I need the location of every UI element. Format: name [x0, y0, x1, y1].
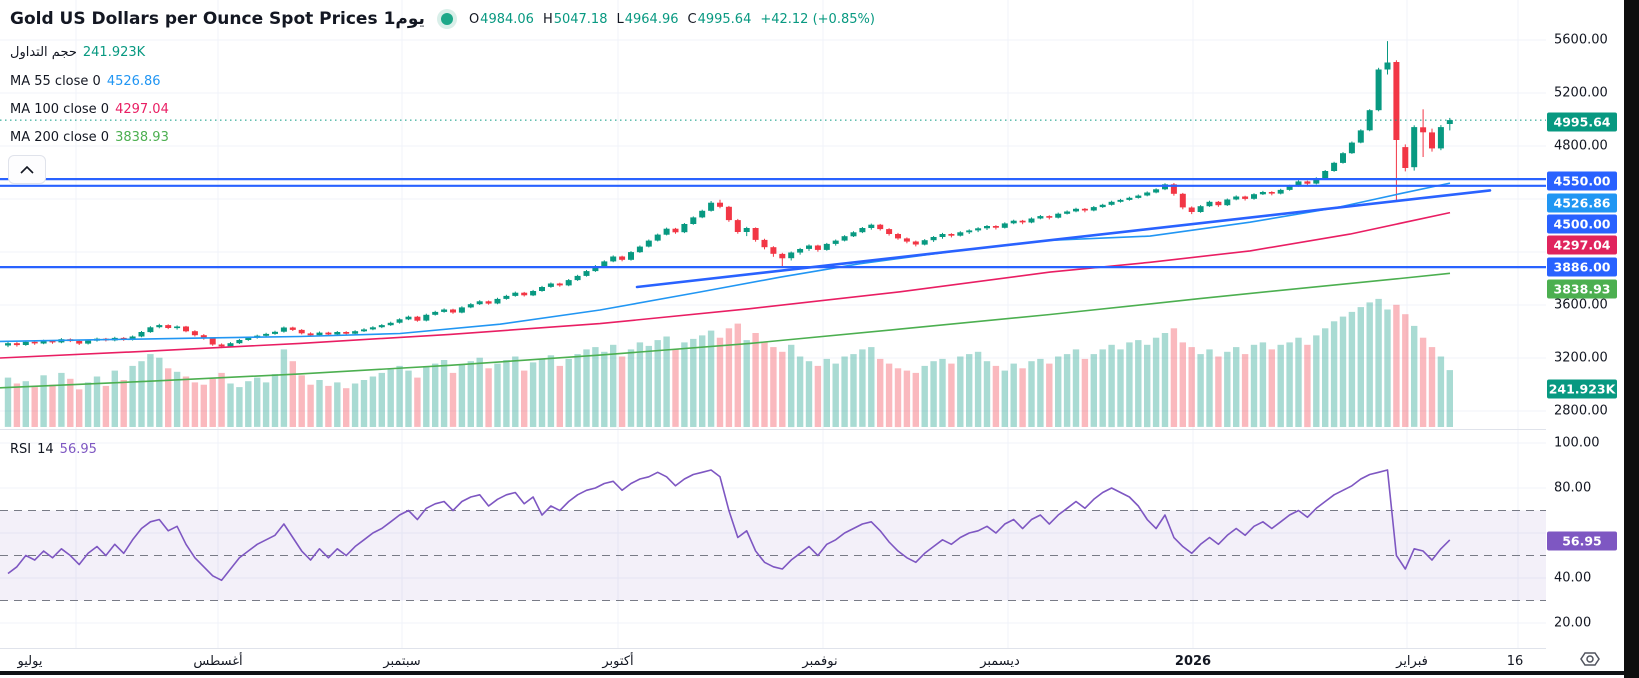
ma100-legend-row[interactable]: MA 100 close 0 4297.04: [10, 102, 169, 117]
price-badge: 4550.00: [1547, 171, 1617, 191]
symbol-title[interactable]: Gold US Dollars per Ounce Spot Prices: [10, 9, 378, 29]
price-axis[interactable]: 5600.00 5200.00 4800.00 3600.00 3200.00 2800.…: [1546, 0, 1624, 671]
price-axis-tick: 40.00: [1554, 570, 1592, 586]
price-badge: 4500.00: [1547, 214, 1617, 234]
pane-separator[interactable]: [0, 429, 1639, 430]
price-axis-tick: 4800.00: [1554, 138, 1608, 154]
price-axis-tick: 3200.00: [1554, 350, 1608, 366]
bottom-border: [0, 671, 1639, 675]
open-value: 4984.06: [480, 11, 534, 27]
ma200-value: 3838.93: [115, 130, 169, 145]
ma55-legend-row[interactable]: MA 55 close 0 4526.86: [10, 74, 161, 89]
right-edge-strip: [1624, 0, 1639, 678]
time-axis-label: 16: [1506, 654, 1524, 669]
rsi-value: 56.95: [59, 442, 97, 457]
price-badge: 241.923K: [1547, 379, 1617, 399]
price-axis-tick: 80.00: [1554, 480, 1592, 496]
ma200-label: MA 200 close 0: [10, 130, 110, 145]
rsi-length: 14: [37, 442, 54, 457]
time-axis-label: أغسطس: [193, 654, 243, 669]
axis-settings-icon[interactable]: [1576, 649, 1604, 673]
price-badge: 3838.93: [1547, 279, 1617, 299]
close-label: C: [687, 11, 697, 27]
chevron-up-icon: [20, 165, 34, 174]
time-axis-separator: [0, 648, 1639, 649]
symbol-header[interactable]: Gold US Dollars per Ounce Spot Prices 1ي…: [10, 9, 875, 29]
rsi-legend-row[interactable]: RSI 14 56.95: [10, 442, 97, 457]
price-badge: 4995.64: [1547, 112, 1617, 132]
price-axis-tick: 20.00: [1554, 615, 1592, 631]
collapse-legend-button[interactable]: [8, 155, 46, 184]
price-badge: 56.95: [1547, 531, 1617, 551]
time-axis-label: أكتوبر: [602, 654, 634, 669]
high-value: 5047.18: [553, 11, 608, 27]
market-status-icon: [440, 13, 453, 25]
time-axis-label: ديسمبر: [980, 654, 1020, 669]
volume-label: حجم التداول: [10, 45, 77, 60]
low-value: 4964.96: [624, 11, 679, 27]
ma100-label: MA 100 close 0: [10, 102, 110, 117]
volume-legend-row[interactable]: حجم التداول 241.923K: [10, 45, 145, 60]
ma55-label: MA 55 close 0: [10, 74, 101, 89]
price-axis-tick: 3600.00: [1554, 297, 1608, 313]
rsi-label: RSI: [10, 442, 32, 457]
open-label: O: [468, 11, 480, 27]
high-label: H: [542, 11, 553, 27]
price-axis-tick: 2800.00: [1554, 403, 1608, 419]
ma200-legend-row[interactable]: MA 200 close 0 3838.93: [10, 130, 169, 145]
time-axis-label: يوليو: [17, 654, 43, 669]
ma100-value: 4297.04: [115, 102, 169, 117]
price-badge: 4526.86: [1547, 193, 1617, 213]
price-axis-tick: 100.00: [1554, 435, 1600, 451]
price-badge: 4297.04: [1547, 235, 1617, 255]
time-axis-label: فبراير: [1396, 654, 1428, 669]
time-axis-label: نوفمبر: [802, 654, 838, 669]
price-axis-tick: 5200.00: [1554, 85, 1608, 101]
change-value: +42.12 (+0.85%): [760, 11, 875, 27]
price-badge: 3886.00: [1547, 257, 1617, 277]
ma55-value: 4526.86: [106, 74, 161, 89]
time-axis-label: 2026: [1174, 654, 1212, 669]
interval-label[interactable]: 1يوم: [383, 9, 425, 29]
volume-value: 241.923K: [82, 45, 146, 60]
ohlc-values: O 4984.06 H 5047.18 L 4964.96 C 4995.64 +42.…: [469, 12, 875, 27]
price-chart-canvas[interactable]: [0, 0, 1546, 671]
time-axis[interactable]: يوليو أغسطس سبتمبر أكتوبر نوفمبر ديسمبر 2026 فب…: [0, 649, 1624, 671]
price-axis-tick: 5600.00: [1554, 32, 1608, 48]
time-axis-label: سبتمبر: [383, 654, 421, 669]
close-value: 4995.64: [697, 11, 752, 27]
low-label: L: [616, 11, 624, 27]
